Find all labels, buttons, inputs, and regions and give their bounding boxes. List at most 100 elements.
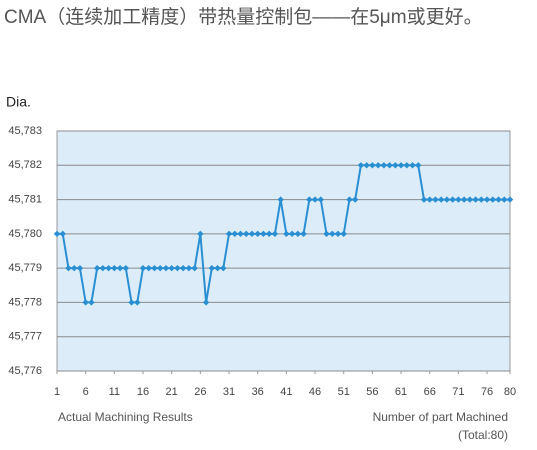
data-point xyxy=(277,196,284,203)
data-point xyxy=(231,230,238,238)
data-point xyxy=(351,196,359,203)
data-point xyxy=(59,230,66,238)
data-point xyxy=(506,196,514,203)
data-point xyxy=(501,196,508,203)
data-point xyxy=(346,196,353,203)
data-point xyxy=(409,162,416,169)
x-tick-label: 31 xyxy=(223,386,235,398)
data-point xyxy=(220,264,227,272)
data-point xyxy=(403,162,410,169)
data-point xyxy=(168,264,175,272)
data-point xyxy=(466,196,474,203)
data-point xyxy=(317,196,324,203)
y-tick-label: 45,778 xyxy=(8,296,42,308)
x-tick-label: 56 xyxy=(366,386,378,398)
data-point xyxy=(162,264,170,272)
data-point xyxy=(185,264,193,272)
data-point xyxy=(88,299,95,306)
data-point xyxy=(426,196,433,203)
data-point xyxy=(202,299,210,306)
data-point xyxy=(271,230,279,238)
data-point xyxy=(432,196,439,203)
data-point xyxy=(449,196,456,203)
data-point xyxy=(329,230,336,238)
chart-title: CMA（连续加工精度）带热量控制包——在5μm或更好。 xyxy=(4,6,483,28)
data-point xyxy=(489,196,496,203)
data-point xyxy=(179,264,187,272)
data-point xyxy=(323,230,330,238)
data-point xyxy=(369,162,376,169)
data-point xyxy=(76,264,84,272)
y-tick-label: 45,776 xyxy=(8,365,42,377)
plot-area xyxy=(56,130,511,372)
x-tick-label: 6 xyxy=(83,386,89,398)
data-point xyxy=(283,230,290,238)
data-point xyxy=(392,162,399,169)
y-tick-label: 45,777 xyxy=(8,331,42,343)
annotation: Actual Machining Results xyxy=(58,410,193,424)
y-tick-label: 45,783 xyxy=(8,125,42,137)
data-point xyxy=(157,264,164,272)
data-point xyxy=(334,230,342,238)
data-point xyxy=(386,162,393,169)
x-tick-label: 1 xyxy=(54,386,60,398)
x-tick-label: 36 xyxy=(252,386,264,398)
data-point xyxy=(357,162,365,169)
x-axis-note: (Total:80) xyxy=(458,428,508,442)
data-point xyxy=(340,230,347,238)
x-tick-label: 41 xyxy=(280,386,292,398)
x-tick-label: 21 xyxy=(166,386,178,398)
data-point xyxy=(116,264,124,272)
data-point xyxy=(300,230,307,238)
data-point xyxy=(437,196,445,203)
data-point xyxy=(105,264,112,272)
data-point xyxy=(478,196,485,203)
data-point xyxy=(455,196,462,203)
data-point xyxy=(53,230,61,238)
x-tick-label: 16 xyxy=(137,386,149,398)
data-point xyxy=(111,264,118,272)
data-point xyxy=(420,196,428,203)
data-point xyxy=(65,264,72,272)
data-point xyxy=(99,264,107,272)
data-point xyxy=(483,196,491,203)
data-point xyxy=(254,230,261,238)
data-point xyxy=(82,299,89,306)
data-point xyxy=(306,196,313,203)
x-tick-label: 26 xyxy=(194,386,206,398)
data-point xyxy=(139,264,147,272)
data-point xyxy=(197,230,204,238)
data-point xyxy=(174,264,181,272)
data-point xyxy=(208,264,216,272)
data-point xyxy=(294,230,302,238)
data-point xyxy=(134,299,141,306)
x-tick-label: 80 xyxy=(504,386,516,398)
data-point xyxy=(397,162,405,169)
data-point xyxy=(237,230,244,238)
data-point xyxy=(380,162,388,169)
x-tick-label: 66 xyxy=(424,386,436,398)
data-point xyxy=(260,230,267,238)
data-point xyxy=(93,264,101,272)
data-point xyxy=(311,196,319,203)
data-point xyxy=(122,264,130,272)
y-tick-label: 45,779 xyxy=(8,262,42,274)
data-point xyxy=(145,264,152,272)
data-point xyxy=(128,299,135,306)
data-point xyxy=(243,230,250,238)
data-point xyxy=(472,196,479,203)
data-point xyxy=(415,162,422,169)
y-tick-label: 45,782 xyxy=(8,159,42,171)
data-point xyxy=(225,230,233,238)
data-point xyxy=(443,196,451,203)
x-tick-label: 51 xyxy=(338,386,350,398)
x-tick-label: 71 xyxy=(452,386,464,398)
data-point xyxy=(265,230,273,238)
y-tick-label: 45,780 xyxy=(8,228,42,240)
x-tick-label: 61 xyxy=(395,386,407,398)
data-point xyxy=(151,264,158,272)
x-tick-label: 46 xyxy=(309,386,321,398)
x-tick-label: 76 xyxy=(481,386,493,398)
data-point xyxy=(214,264,221,272)
